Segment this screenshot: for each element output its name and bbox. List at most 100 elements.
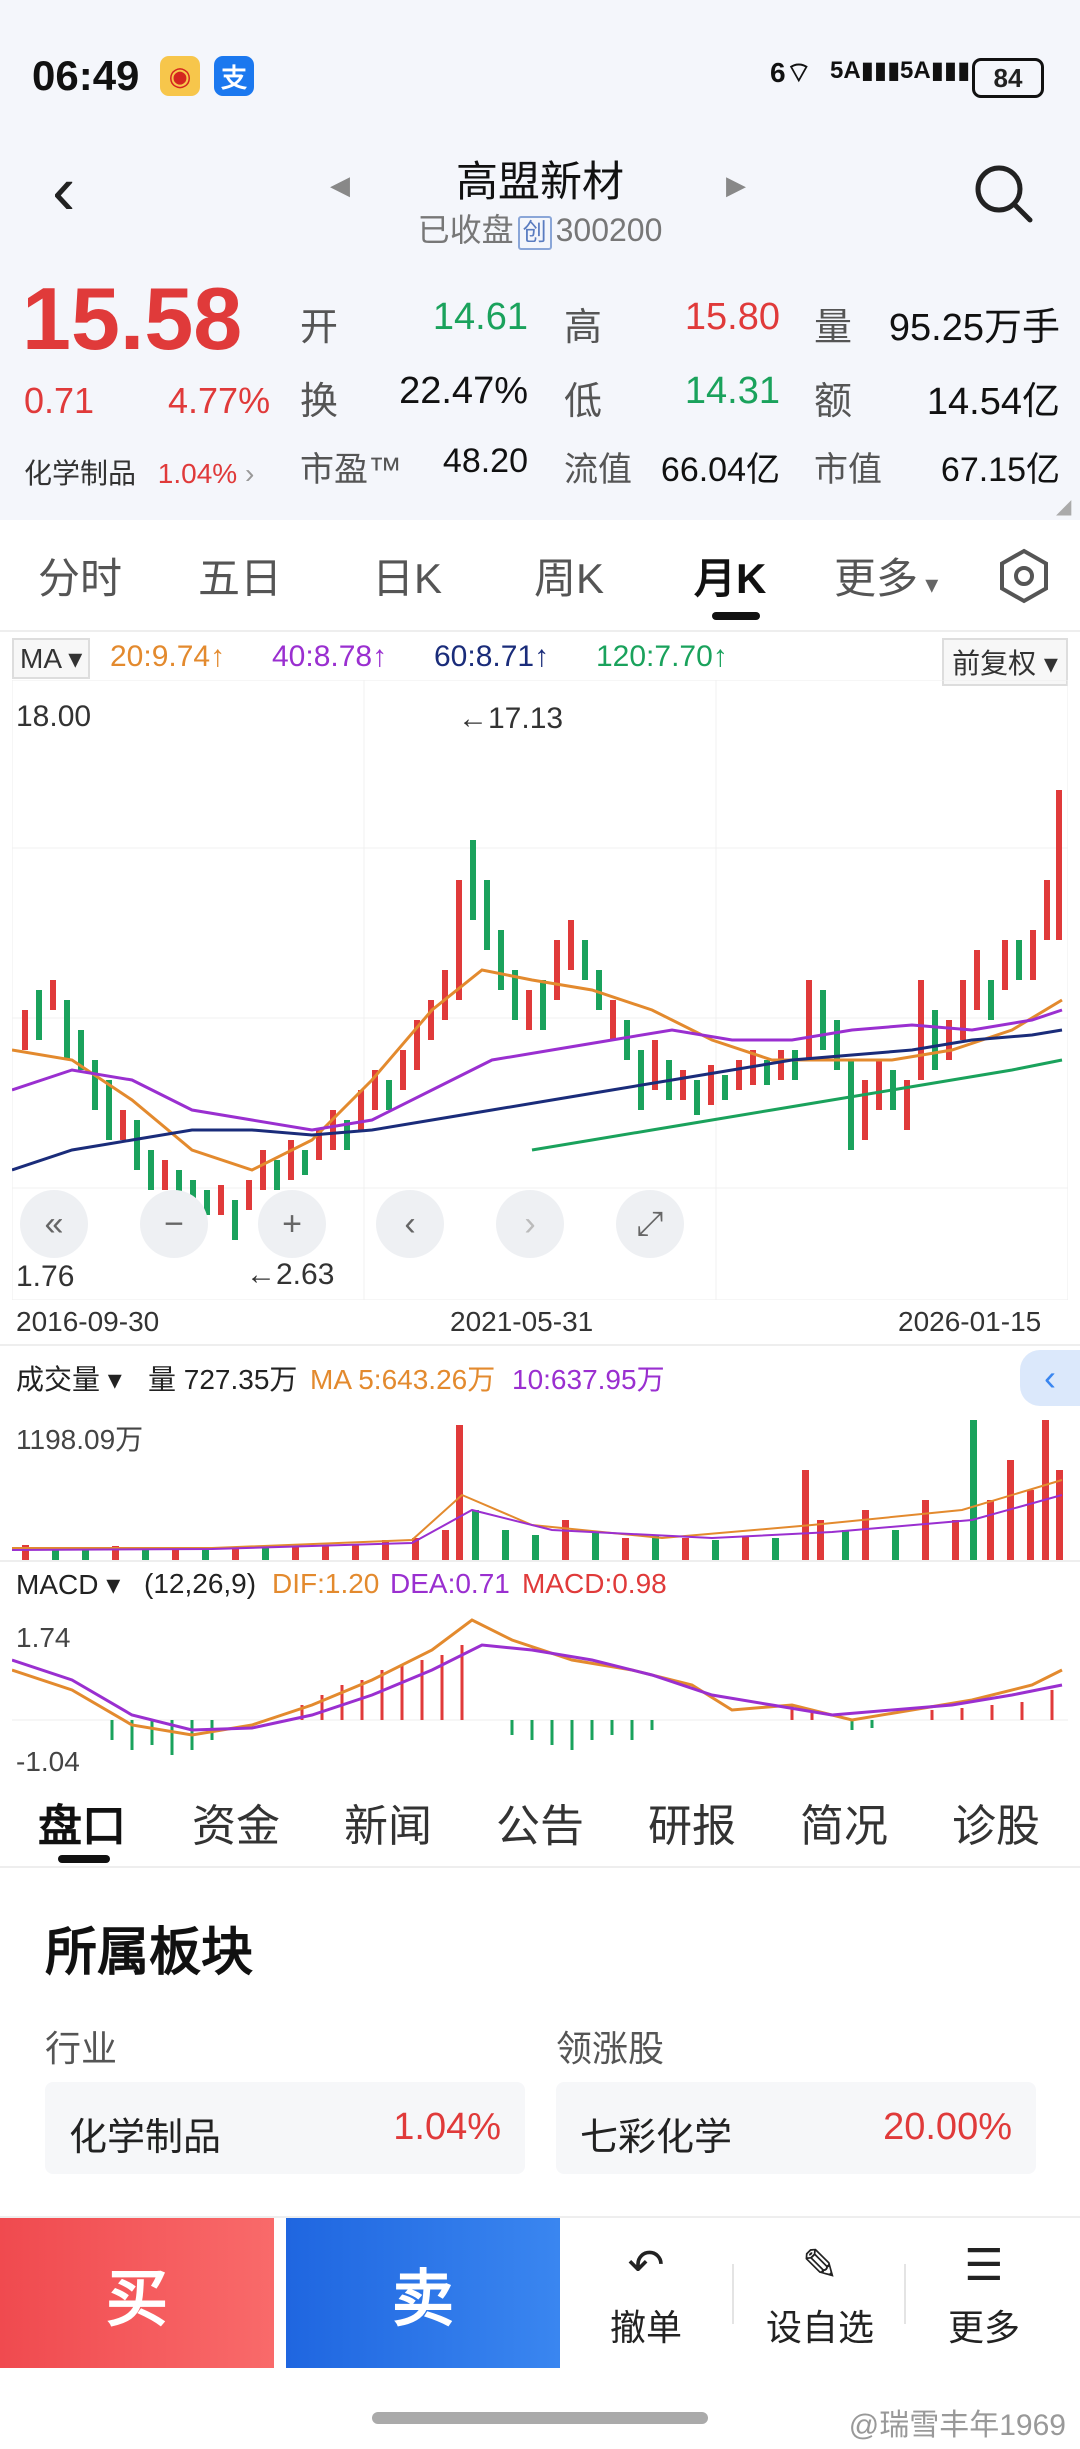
rewind-icon[interactable]: «	[20, 1190, 88, 1258]
battery-indicator: 84	[972, 58, 1044, 98]
open-label: 开	[300, 307, 339, 349]
sector-link[interactable]: 化学制品 1.04% ›	[24, 452, 254, 492]
wifi-icon: 6⌔	[770, 57, 812, 88]
zoom-out-icon[interactable]: −	[140, 1190, 208, 1258]
tab-handicap[interactable]: 盘口	[38, 1802, 126, 1851]
buy-button[interactable]: 买	[0, 2218, 274, 2368]
volume-ma10-line	[12, 1494, 1063, 1551]
ma20-value: 20:9.74↑	[110, 640, 226, 673]
pe-label: 市盈™	[300, 451, 402, 489]
tab-funds[interactable]: 资金	[192, 1802, 280, 1851]
candles	[22, 790, 1062, 1240]
industry-card[interactable]: 化学制品 1.04%	[45, 2082, 525, 2174]
volume-indicator-select[interactable]: 成交量 ▾	[16, 1364, 122, 1395]
add-watchlist-label: 设自选	[765, 2307, 874, 2348]
next-stock-icon[interactable]: ▶	[726, 170, 746, 200]
prev-stock-icon[interactable]: ◀	[330, 170, 350, 200]
weibo-icon: ◉	[160, 56, 200, 96]
tab-minute[interactable]: 分时	[38, 555, 123, 602]
tab-five-day[interactable]: 五日	[198, 555, 283, 602]
date-end: 2026-01-15	[898, 1306, 1042, 1337]
market-cap-label: 市值	[814, 451, 882, 489]
active-tab-indicator	[712, 612, 760, 620]
ma120-value: 120:7.70↑	[596, 640, 728, 673]
alipay-icon: 支	[214, 56, 254, 96]
macd-dea: DEA:0.71	[390, 1568, 510, 1599]
pan-left-icon[interactable]: ‹	[376, 1190, 444, 1258]
price-change: 0.71	[24, 380, 95, 421]
active-tab-indicator	[58, 1855, 110, 1863]
sell-button[interactable]: 卖	[286, 2218, 560, 2368]
chevron-right-icon: ›	[244, 458, 255, 489]
signal-icon: 5A▮▮▮	[830, 57, 901, 84]
kline-ymax: 18.00	[16, 700, 92, 733]
stock-code: 300200	[555, 212, 663, 248]
ma20-line	[12, 968, 1063, 1172]
macd-label: MACD	[16, 1569, 99, 1600]
ma-label: MA	[20, 643, 61, 674]
tab-weekly-k[interactable]: 周K	[534, 555, 605, 602]
volume-label: 量	[814, 307, 853, 349]
ma60-line	[12, 1028, 1063, 1172]
leader-card[interactable]: 七彩化学 20.00%	[556, 2082, 1036, 2174]
turnover-label: 换	[300, 381, 339, 423]
collapse-panel-icon[interactable]: ‹	[1020, 1350, 1080, 1406]
stock-name: 高盟新材	[455, 158, 624, 205]
industry-label: 行业	[45, 2028, 118, 2069]
add-watchlist-button[interactable]: ✎ 设自选	[740, 2240, 900, 2351]
expand-corner-icon[interactable]: ◢	[1056, 496, 1072, 518]
caret-down-icon: ▾	[918, 569, 939, 599]
ma40-line	[12, 1008, 1063, 1132]
macd-params: (12,26,9)	[144, 1568, 257, 1599]
cancel-order-button[interactable]: ↶ 撤单	[566, 2240, 726, 2351]
tab-monthly-k[interactable]: 月K	[694, 555, 767, 602]
stock-subtitle: 已收盘创 300200	[0, 205, 1080, 251]
high-label: 高	[564, 307, 603, 349]
sector-name: 化学制品	[24, 458, 137, 489]
macd-histogram	[110, 1645, 1054, 1755]
pan-right-icon[interactable]: ›	[496, 1190, 564, 1258]
last-price: 15.58	[22, 269, 243, 368]
tab-daily-k[interactable]: 日K	[372, 555, 443, 602]
float-cap-value: 66.04亿	[660, 451, 780, 489]
tab-announcements[interactable]: 公告	[496, 1802, 584, 1851]
fullscreen-icon[interactable]: ⤢	[616, 1190, 684, 1258]
adjust-label: 前复权	[952, 648, 1037, 679]
search-icon[interactable]	[972, 162, 1034, 224]
sector-pct: 1.04%	[157, 458, 238, 489]
macd-indicator-select[interactable]: MACD ▾	[16, 1569, 121, 1600]
date-start: 2016-09-30	[16, 1306, 160, 1337]
tab-research[interactable]: 研报	[648, 1802, 736, 1851]
kline-chart[interactable]	[12, 680, 1068, 1300]
home-indicator[interactable]	[372, 2412, 708, 2424]
tab-news[interactable]: 新闻	[344, 1802, 432, 1851]
back-icon[interactable]: ‹	[52, 151, 76, 229]
divider	[904, 2264, 906, 2324]
settings-hexagon-icon[interactable]	[996, 548, 1052, 609]
divider	[0, 1560, 1080, 1562]
ma120-line	[531, 1058, 1063, 1152]
volume-bars	[22, 1420, 1063, 1560]
tab-profile[interactable]: 简况	[800, 1802, 888, 1851]
amount-value: 14.54亿	[926, 381, 1060, 423]
volume-current: 量 727.35万	[148, 1364, 298, 1395]
more-actions-label: 更多	[947, 2307, 1020, 2348]
adjust-select[interactable]: 前复权 ▾	[942, 638, 1068, 686]
date-mid: 2021-05-31	[450, 1306, 594, 1337]
high-value: 15.80	[684, 296, 780, 338]
turnover-value: 22.47%	[399, 370, 528, 412]
tab-more[interactable]: 更多 ▾	[834, 545, 938, 606]
undo-icon: ↶	[627, 2241, 665, 2290]
zoom-in-icon[interactable]: +	[258, 1190, 326, 1258]
open-value: 14.61	[432, 296, 528, 338]
leader-name: 七彩化学	[580, 2117, 733, 2159]
volume-ymax: 1198.09万	[16, 1424, 144, 1455]
leader-pct: 20.00%	[883, 2106, 1012, 2148]
market-cap-value: 67.15亿	[940, 451, 1060, 489]
low-value: 14.31	[684, 370, 780, 412]
ma60-value: 60:8.71↑	[434, 640, 550, 673]
volume-label: 成交量	[16, 1364, 101, 1395]
tab-diagnosis[interactable]: 诊股	[952, 1802, 1040, 1851]
more-actions-button[interactable]: ☰ 更多	[904, 2240, 1064, 2351]
ma-indicator-select[interactable]: MA ▾	[12, 638, 91, 679]
